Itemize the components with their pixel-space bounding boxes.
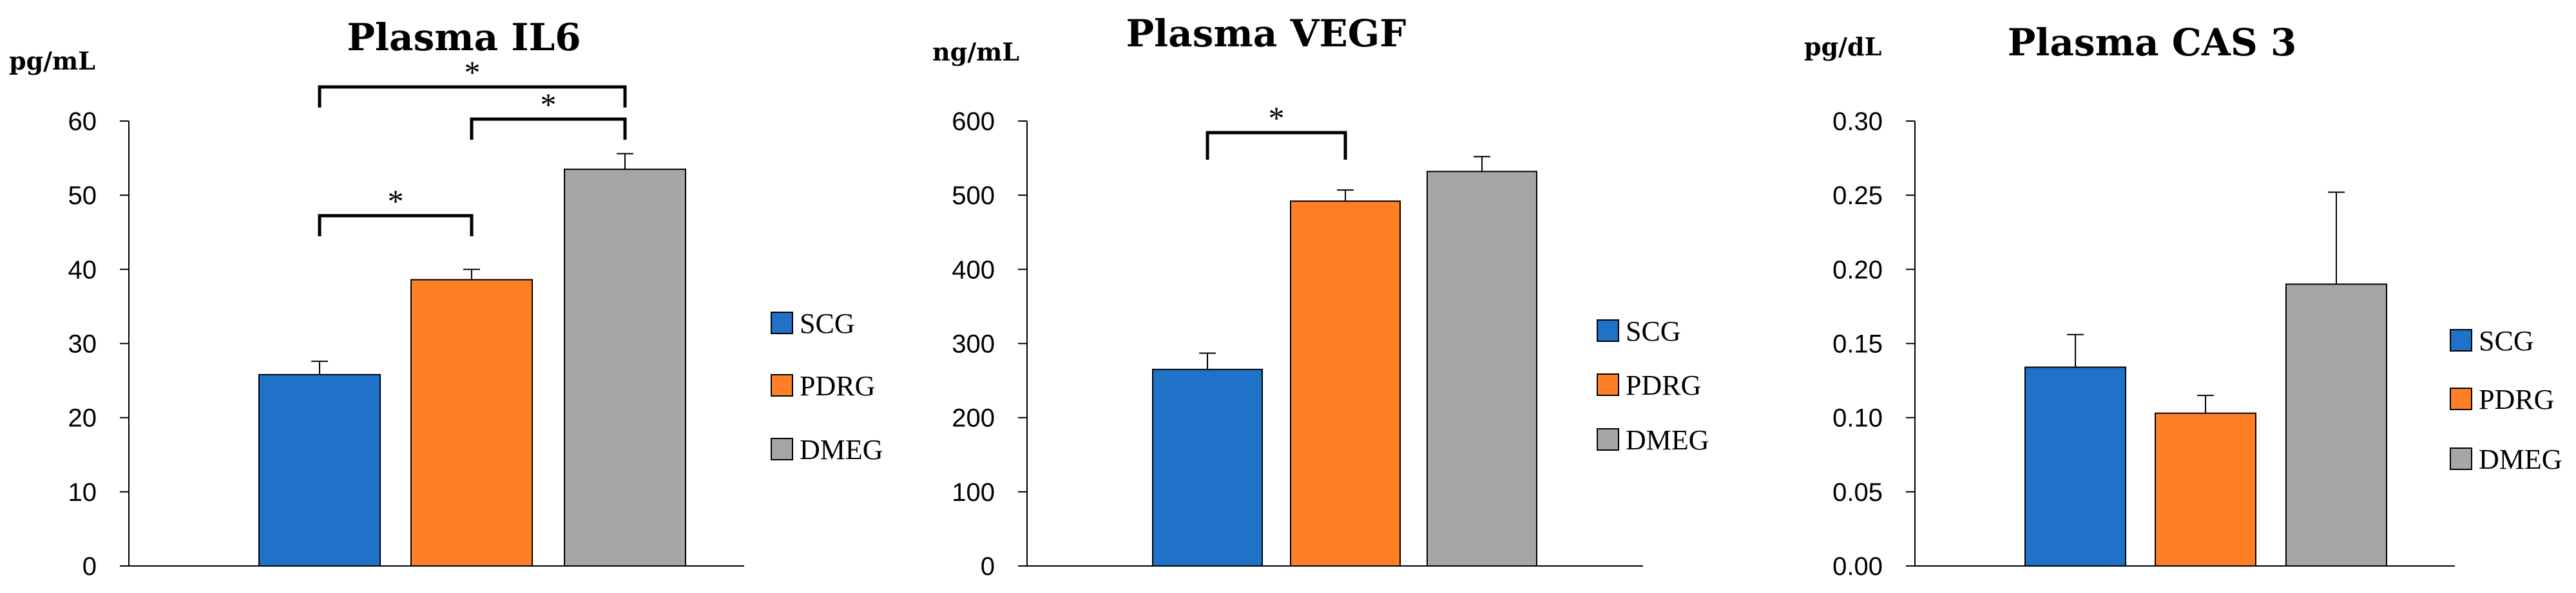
bar-dmeg xyxy=(1427,171,1537,567)
y-axis-unit-label: pg/mL xyxy=(9,46,95,75)
legend-label-scg: SCG xyxy=(2479,325,2534,357)
y-tick-label: 30 xyxy=(68,330,97,359)
y-tick-label: 10 xyxy=(68,478,97,507)
y-axis-unit-label: pg/dL xyxy=(1804,32,1881,61)
legend-swatch-scg xyxy=(771,312,793,334)
legend-swatch-dmeg xyxy=(1597,428,1619,451)
significance-marker: * xyxy=(465,54,481,90)
legend-swatch-dmeg xyxy=(771,438,793,460)
legend-swatch-pdrg xyxy=(1597,373,1619,396)
legend-label-pdrg: PDRG xyxy=(1626,370,1701,401)
y-tick-label: 0.10 xyxy=(1832,404,1883,433)
y-tick-label: 300 xyxy=(952,330,995,359)
significance-bracket xyxy=(1206,131,1347,160)
y-tick-label: 0 xyxy=(981,552,995,581)
legend-label-dmeg: DMEG xyxy=(2479,444,2562,475)
y-tick-label: 0.05 xyxy=(1832,478,1883,507)
chart-panel-3: Plasma CAS 3 pg/dL 0.00 0.05 0.10 0.15 0.20 0.2… xyxy=(1804,21,2562,581)
chart-title: Plasma VEGF xyxy=(1126,12,1407,55)
significance-bracket xyxy=(470,117,627,140)
y-tick-label: 0.00 xyxy=(1832,552,1883,581)
y-tick-label: 0.15 xyxy=(1832,330,1883,359)
y-tick-label: 20 xyxy=(68,404,97,433)
legend-swatch-dmeg xyxy=(2450,447,2472,470)
chart-title: Plasma CAS 3 xyxy=(2008,21,2297,64)
bar-dmeg xyxy=(2285,283,2387,567)
y-tick-label: 0.25 xyxy=(1832,182,1883,210)
y-tick-label: 500 xyxy=(952,182,995,210)
chart-panel-1: Plasma IL6 pg/mL 0 10 20 30 40 50 60 * * * SCG PDRG DM… xyxy=(9,15,883,581)
bar-scg xyxy=(258,373,381,567)
legend-label-dmeg: DMEG xyxy=(1626,424,1709,456)
bar-pdrg xyxy=(410,279,533,567)
significance-bracket xyxy=(318,214,474,236)
significance-marker: * xyxy=(388,183,404,219)
bar-scg xyxy=(2024,366,2126,567)
legend-label-dmeg: DMEG xyxy=(800,434,883,466)
y-tick-label: 100 xyxy=(952,478,995,507)
legend-label-pdrg: PDRG xyxy=(2479,384,2554,415)
y-tick-label: 200 xyxy=(952,404,995,433)
significance-marker: * xyxy=(1269,100,1285,136)
legend-swatch-pdrg xyxy=(771,374,793,397)
chart-panel-2: Plasma VEGF ng/mL 0 100 200 300 400 500 600 * SCG P… xyxy=(932,12,1709,581)
y-tick-label: 0 xyxy=(82,552,97,581)
bar-dmeg xyxy=(564,168,686,567)
legend-label-scg: SCG xyxy=(800,308,855,339)
legend-swatch-scg xyxy=(1597,319,1619,342)
y-tick-label: 50 xyxy=(68,182,97,210)
significance-marker: * xyxy=(541,86,557,122)
y-tick-label: 600 xyxy=(952,108,995,136)
y-tick-label: 0.30 xyxy=(1832,108,1883,136)
bar-pdrg xyxy=(2155,412,2256,567)
y-tick-label: 60 xyxy=(68,108,97,136)
y-tick-label: 0.20 xyxy=(1832,256,1883,284)
y-tick-label: 40 xyxy=(68,256,97,284)
y-tick-label: 400 xyxy=(952,256,995,284)
y-axis-unit-label: ng/mL xyxy=(932,37,1019,66)
legend-swatch-pdrg xyxy=(2450,388,2472,410)
bar-scg xyxy=(1152,368,1263,567)
chart-title: Plasma IL6 xyxy=(347,15,581,59)
legend-label-pdrg: PDRG xyxy=(800,370,875,402)
legend-swatch-scg xyxy=(2450,329,2472,352)
significance-bracket xyxy=(318,85,627,108)
bar-pdrg xyxy=(1290,200,1401,567)
legend-label-scg: SCG xyxy=(1626,315,1681,347)
